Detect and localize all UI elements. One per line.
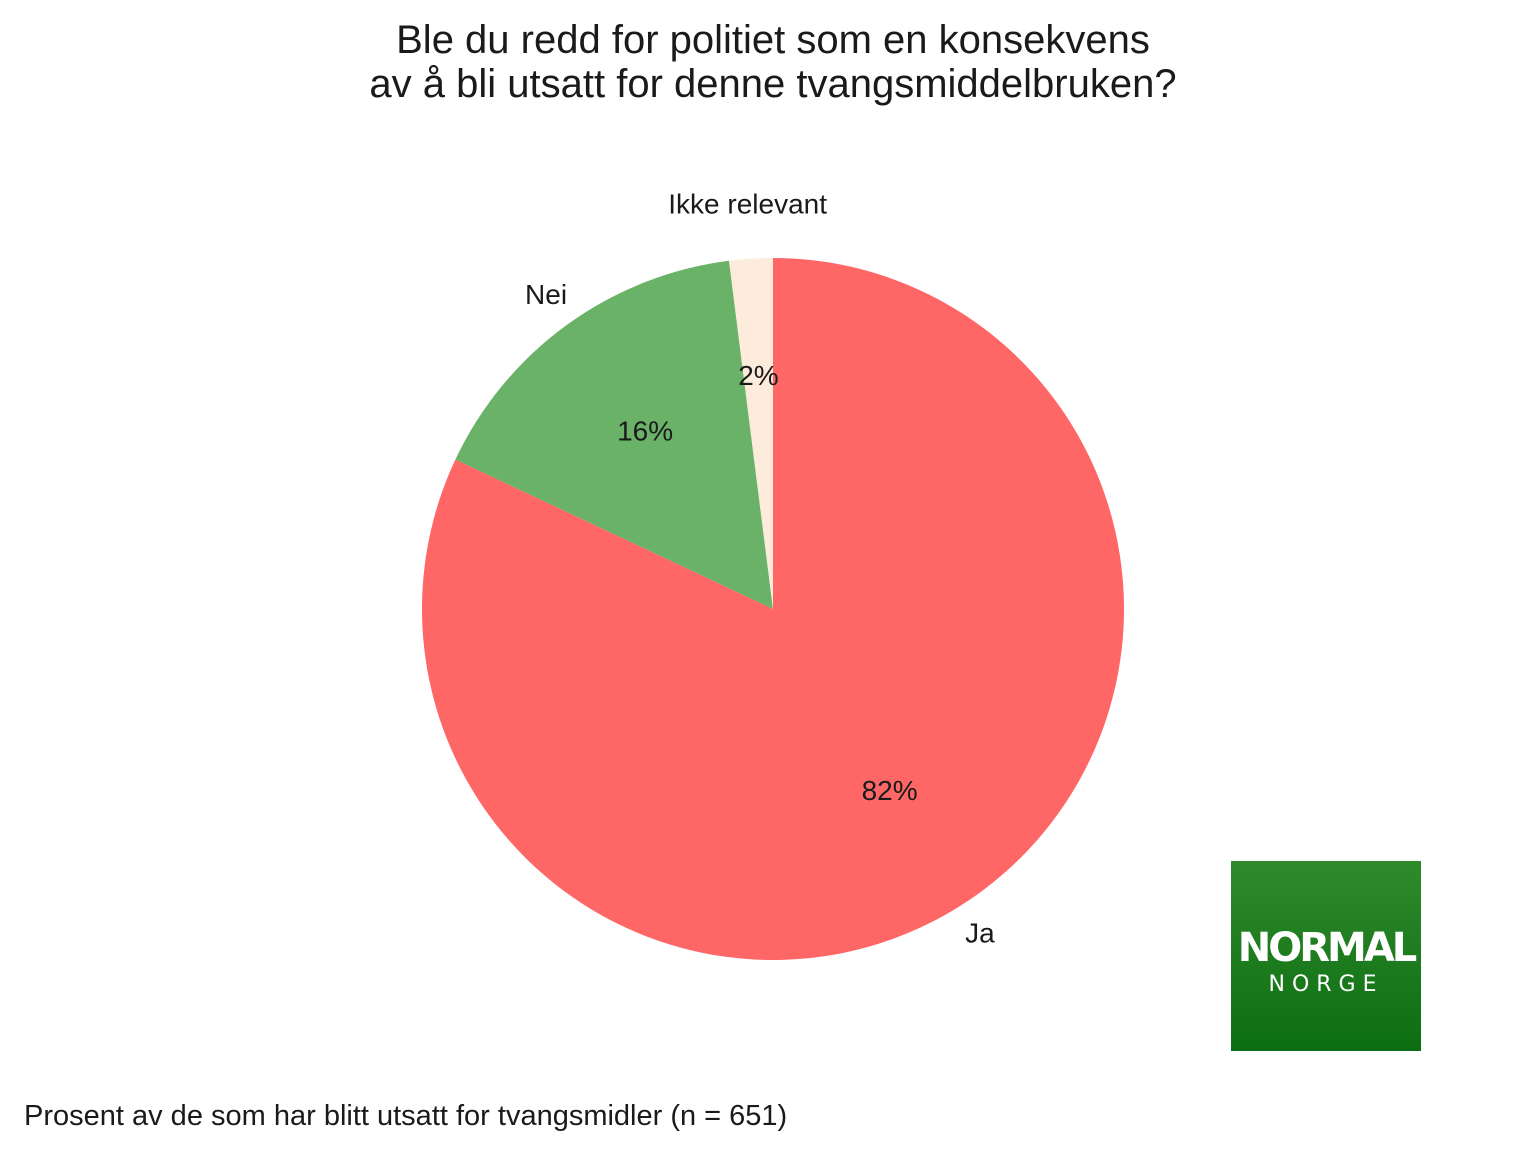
logo-text-norge: NORGE [1268, 972, 1384, 997]
slice-category-label-nei: Nei [525, 279, 567, 310]
chart-caption: Prosent av de som har blitt utsatt for t… [24, 1100, 788, 1132]
chart-title-line-1: Ble du redd for politiet som en konsekve… [396, 18, 1150, 62]
slice-category-label-ikke-relevant: Ikke relevant [668, 189, 827, 220]
slice-value-label-nei: 16% [617, 415, 673, 446]
chart-title: Ble du redd for politiet som en konsekve… [0, 18, 1538, 106]
slice-category-label-ja: Ja [965, 917, 995, 948]
pie-slice-ikke-relevant [729, 258, 773, 609]
normal-norge-logo: NORMAL NORGE [1231, 861, 1421, 1051]
pie-slice-nei [455, 260, 773, 609]
chart-title-line-2: av å bli utsatt for denne tvangsmiddelbr… [369, 62, 1177, 106]
slice-value-label-ikke-relevant: 2% [738, 360, 778, 391]
logo-text-normal: NORMAL [1237, 925, 1418, 971]
slice-value-label-ja: 82% [862, 775, 918, 806]
